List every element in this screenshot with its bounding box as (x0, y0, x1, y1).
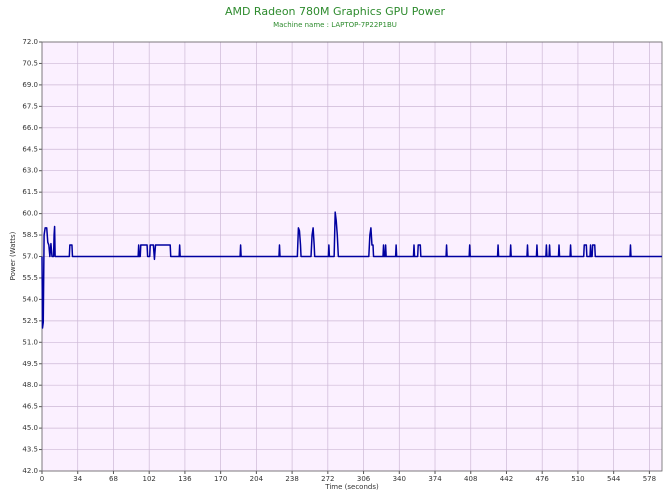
x-tick-label: 442 (500, 475, 513, 483)
x-tick-label: 306 (357, 475, 371, 483)
y-tick-label: 60.0 (22, 210, 38, 218)
y-tick-label: 49.5 (22, 360, 38, 368)
y-tick-label: 72.0 (22, 38, 38, 46)
y-axis-label: Power (Watts) (9, 231, 17, 280)
x-tick-label: 578 (643, 475, 656, 483)
x-axis-label: Time (seconds) (324, 483, 379, 491)
x-tick-label: 204 (250, 475, 264, 483)
y-tick-label: 63.0 (22, 167, 38, 175)
y-tick-label: 58.5 (22, 231, 38, 239)
y-tick-label: 48.0 (22, 381, 38, 389)
x-tick-label: 136 (178, 475, 192, 483)
x-tick-label: 476 (536, 475, 550, 483)
x-tick-label: 238 (285, 475, 298, 483)
x-tick-label: 102 (142, 475, 155, 483)
y-tick-label: 42.0 (22, 467, 38, 475)
y-tick-label: 70.5 (22, 59, 38, 67)
y-tick-label: 69.0 (22, 81, 38, 89)
y-tick-label: 61.5 (22, 188, 38, 196)
x-tick-label: 510 (571, 475, 584, 483)
x-tick-label: 272 (321, 475, 334, 483)
x-tick-label: 374 (428, 475, 442, 483)
y-tick-label: 51.0 (22, 338, 38, 346)
y-tick-label: 52.5 (22, 317, 38, 325)
data-line (41, 211, 662, 329)
y-tick-label: 45.0 (22, 424, 38, 432)
y-tick-label: 67.5 (22, 102, 38, 110)
x-tick-label: 340 (393, 475, 406, 483)
chart-title: AMD Radeon 780M Graphics GPU Power (225, 5, 446, 18)
x-tick-label: 544 (607, 475, 621, 483)
y-tick-label: 43.5 (22, 446, 38, 454)
x-tick-label: 68 (109, 475, 118, 483)
x-tick-label: 170 (214, 475, 227, 483)
y-tick-label: 64.5 (22, 145, 38, 153)
y-tick-label: 55.5 (22, 274, 38, 282)
chart-subtitle: Machine name : LAPTOP-7P22P1BU (273, 21, 397, 29)
y-tick-label: 54.0 (22, 295, 38, 303)
x-tick-label: 34 (73, 475, 82, 483)
y-tick-label: 66.0 (22, 124, 38, 132)
y-tick-label: 57.0 (22, 253, 38, 261)
x-tick-label: 408 (464, 475, 477, 483)
y-tick-label: 46.5 (22, 403, 38, 411)
x-tick-label: 0 (40, 475, 44, 483)
